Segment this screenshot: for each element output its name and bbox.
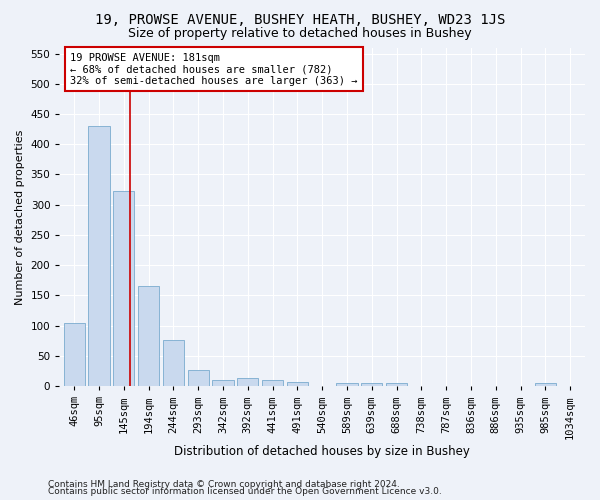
Text: Size of property relative to detached houses in Bushey: Size of property relative to detached ho…: [128, 28, 472, 40]
Bar: [113, 192, 134, 386]
Text: Contains HM Land Registry data © Crown copyright and database right 2024.: Contains HM Land Registry data © Crown c…: [48, 480, 400, 489]
Bar: [535, 383, 556, 386]
Bar: [386, 383, 407, 386]
Bar: [64, 322, 85, 386]
Bar: [361, 383, 382, 386]
Bar: [212, 380, 233, 386]
Text: 19 PROWSE AVENUE: 181sqm
← 68% of detached houses are smaller (782)
32% of semi-: 19 PROWSE AVENUE: 181sqm ← 68% of detach…: [70, 52, 358, 86]
Bar: [287, 382, 308, 386]
Text: Contains public sector information licensed under the Open Government Licence v3: Contains public sector information licen…: [48, 487, 442, 496]
X-axis label: Distribution of detached houses by size in Bushey: Distribution of detached houses by size …: [174, 444, 470, 458]
Bar: [237, 378, 259, 386]
Bar: [188, 370, 209, 386]
Bar: [337, 382, 358, 386]
Bar: [88, 126, 110, 386]
Text: 19, PROWSE AVENUE, BUSHEY HEATH, BUSHEY, WD23 1JS: 19, PROWSE AVENUE, BUSHEY HEATH, BUSHEY,…: [95, 12, 505, 26]
Bar: [138, 286, 159, 386]
Bar: [262, 380, 283, 386]
Y-axis label: Number of detached properties: Number of detached properties: [15, 129, 25, 304]
Bar: [163, 340, 184, 386]
